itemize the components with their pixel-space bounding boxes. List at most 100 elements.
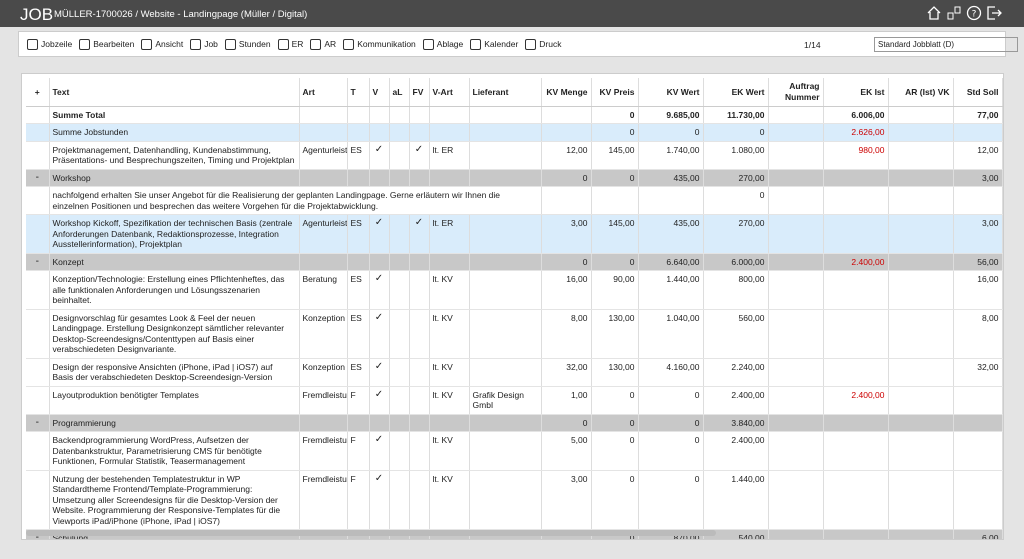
toolbar-button[interactable]: Stunden [224,38,271,50]
table-cell: 130,00 [591,358,639,387]
column-header[interactable]: Lieferant [469,78,542,107]
table-cell: lt. ER [429,214,470,254]
horizontal-scrollbar[interactable] [26,530,716,536]
table-cell [888,253,954,271]
toolbar-button[interactable]: Bearbeiten [79,38,134,50]
table-cell: ✓ [369,141,390,170]
table-cell: 8,00 [541,309,592,359]
table-cell [369,253,390,271]
table-cell [26,141,50,170]
column-header[interactable]: Auftrag Nummer [768,78,824,107]
table-cell: 1,00 [541,386,592,415]
table-cell [409,470,430,530]
column-header[interactable]: T [347,78,370,107]
table-cell: 6.640,00 [638,253,704,271]
toolbar-icon [224,38,236,50]
table-cell [953,431,1003,471]
table-cell: Konzept [49,253,300,271]
table-row[interactable]: - Workshop 0 0 435,00 270,00 3,00 [26,169,1003,187]
table-cell [469,169,542,187]
table-row[interactable]: - Programmierung 0 0 0 3.840,00 [26,414,1003,432]
table-row[interactable]: Design der responsive Ansichten (iPhone,… [26,358,1003,387]
toolbar-button[interactable]: AR [310,38,336,50]
table-cell [469,253,542,271]
table-cell: 4.160,00 [638,358,704,387]
table-row[interactable]: Nutzung der bestehenden Templatestruktur… [26,470,1003,530]
table-cell: Backendprogrammierung WordPress, Aufsetz… [49,431,300,471]
column-header[interactable]: + [26,78,50,107]
table-row[interactable]: Projektmanagement, Datenhandling, Kunden… [26,141,1003,170]
column-header[interactable]: EK Wert [703,78,769,107]
toolbar-icon [343,38,355,50]
table-cell [389,214,410,254]
column-header[interactable]: Art [299,78,348,107]
table-row[interactable]: Layoutproduktion benötigter Templates Fre… [26,386,1003,415]
table-cell [347,414,370,432]
table-row[interactable]: Konzeption/Technologie: Erstellung eines… [26,270,1003,310]
table-cell [429,253,470,271]
column-header[interactable]: V [369,78,390,107]
toolbar-icon [141,38,153,50]
table-cell [469,214,542,254]
table-cell [469,470,542,530]
table-row[interactable]: Summe Total 0 9.685,00 11.730,00 6.006,00 77,… [26,106,1003,124]
logout-icon[interactable] [986,5,1002,21]
table-cell [823,470,889,530]
table-cell: ✓ [369,470,390,530]
table-cell [823,309,889,359]
table-cell: ✓ [369,214,390,254]
table-row[interactable]: Backendprogrammierung WordPress, Aufsetz… [26,431,1003,471]
table-cell [888,169,954,187]
table-cell [888,470,954,530]
table-row[interactable]: - Konzept 0 0 6.640,00 6.000,00 2.400,00 56,00 [26,253,1003,271]
table-cell [888,123,954,142]
table-cell: Konzeption [299,358,348,387]
column-header[interactable]: V-Art [429,78,470,107]
table-cell: ES [347,309,370,359]
table-cell: Projektmanagement, Datenhandling, Kunden… [49,141,300,170]
table-cell [888,270,954,310]
toolbar-button[interactable]: Ansicht [141,38,183,50]
table-cell [409,309,430,359]
column-header[interactable]: KV Preis [591,78,639,107]
tree-icon[interactable] [946,5,962,21]
column-header[interactable]: KV Menge [541,78,592,107]
toolbar-button[interactable]: ER [277,38,304,50]
toolbar-button[interactable]: Ablage [422,38,463,50]
table-cell [768,529,824,539]
table-cell [26,431,50,471]
table-cell [389,253,410,271]
table-cell: ✓ [369,270,390,310]
table-cell [26,123,50,142]
table-cell [823,214,889,254]
column-header[interactable]: KV Wert [638,78,704,107]
home-icon[interactable] [926,5,942,21]
table-row[interactable]: Designvorschlag für gesamtes Look & Feel… [26,309,1003,359]
toolbar-button[interactable]: Kommunikation [343,38,416,50]
column-header[interactable]: Text [49,78,300,107]
table-row[interactable]: nachfolgend erhalten Sie unser Angebot f… [26,186,1003,215]
help-icon[interactable]: ? [966,5,982,21]
table-row[interactable]: Workshop Kickoff, Spezifikation der tech… [26,214,1003,254]
column-header[interactable]: Std Soll [953,78,1003,107]
column-header[interactable]: FV [409,78,430,107]
table-cell [389,270,410,310]
table-cell: nachfolgend erhalten Sie unser Angebot f… [49,186,542,215]
table-cell: 145,00 [591,214,639,254]
table-cell: lt. KV [429,309,470,359]
table-cell: 270,00 [703,214,769,254]
column-header[interactable]: EK Ist [823,78,889,107]
column-header[interactable]: AR (Ist) VK [888,78,954,107]
column-header[interactable]: aL [389,78,410,107]
toolbar-button[interactable]: Druck [525,38,562,50]
toolbar-button[interactable]: Jobzeile [27,38,72,50]
view-select[interactable]: Standard Jobblatt (D) [874,37,1018,52]
table-cell [469,309,542,359]
table-cell [389,414,410,432]
toolbar-label: Kalender [484,39,519,49]
toolbar-label: ER [291,39,304,49]
table-cell [347,123,370,142]
toolbar-button[interactable]: Job [190,38,218,50]
toolbar-button[interactable]: Kalender [470,38,519,50]
table-row[interactable]: Summe Jobstunden 0 0 0 2.626,00 [26,123,1003,142]
